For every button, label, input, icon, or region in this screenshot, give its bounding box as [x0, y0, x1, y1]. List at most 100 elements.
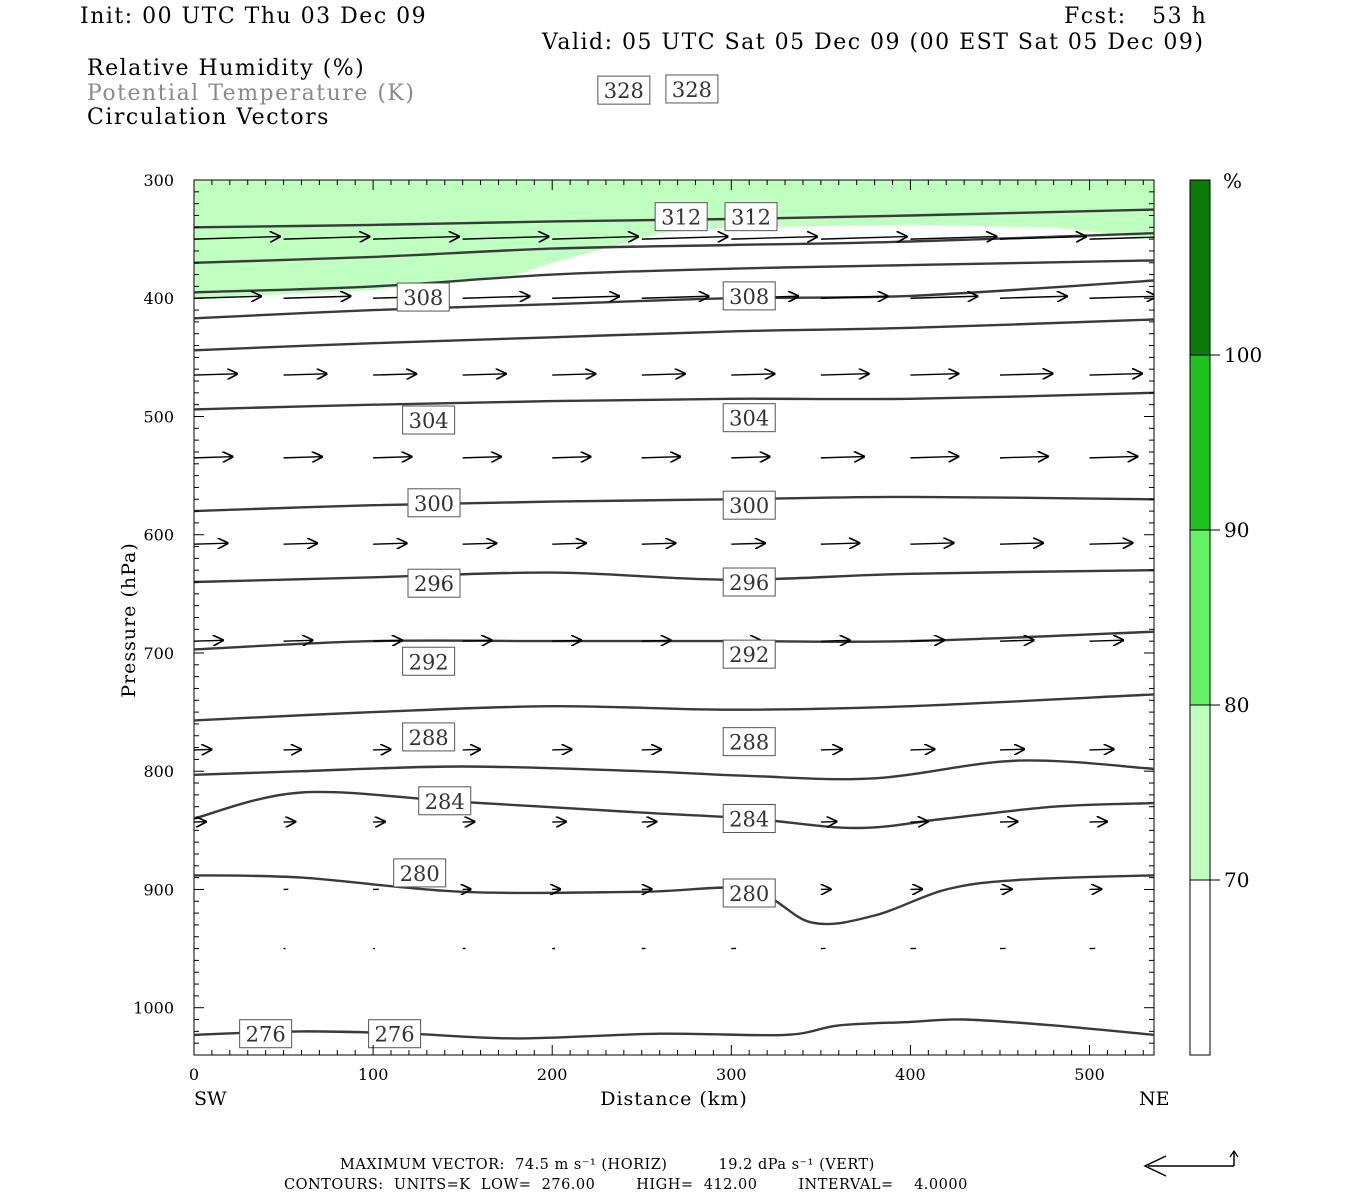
x-axis-title: Distance (km): [600, 1088, 748, 1110]
vector-535-350: [820, 457, 864, 458]
vector-400-0: [194, 296, 261, 298]
vector-400-500: [1089, 296, 1154, 298]
rh-region-0: [194, 180, 1154, 299]
contour-label-276-0: 276: [239, 1019, 293, 1049]
vector-690-200: [552, 640, 581, 641]
vector-608-500: [1089, 543, 1133, 544]
contour-label-300-1: 300: [722, 490, 776, 520]
theta-contour-312: [194, 318, 1154, 352]
y-tick-1000: 1000: [133, 999, 174, 1018]
rh-shading-layer: [194, 180, 1154, 299]
max-vector-note: MAXIMUM VECTOR: 74.5 m s⁻¹ (HORIZ) 19.2 …: [340, 1157, 875, 1173]
contour-label-284-1: 284: [722, 804, 776, 834]
contour-label-288-0: 288: [402, 722, 456, 752]
svg-text:284: 284: [729, 808, 769, 832]
contour-label-328-0: 328: [597, 75, 651, 105]
vector-782-100: [373, 749, 390, 750]
svg-text:292: 292: [409, 650, 449, 674]
vector-465-200: [552, 374, 595, 375]
vector-350-300: [731, 237, 817, 240]
colorbar-segment-0: [1189, 179, 1211, 356]
colorbar-label-80: 80: [1224, 693, 1249, 717]
vector-535-200: [552, 457, 590, 458]
vector-465-250: [641, 374, 685, 375]
vector-690-350: [820, 640, 850, 641]
vector-782-500: [1089, 749, 1114, 750]
vector-782-350: [820, 749, 842, 750]
forecast-hour: Fcst: 53 h: [1064, 4, 1208, 29]
axes: 0 100 200 300 400 500 300 400 500 600 700 800 900 100…: [133, 171, 1154, 1084]
legend-vectors: Circulation Vectors: [87, 105, 330, 130]
vector-608-250: [641, 543, 675, 544]
theta-contours: [194, 208, 1154, 1040]
vector-400-250: [641, 296, 709, 298]
vector-350-200: [552, 237, 638, 240]
vector-465-400: [910, 374, 958, 375]
vector-690-450: [999, 640, 1033, 641]
legend-theta: Potential Temperature (K): [87, 81, 416, 106]
vector-690-100: [373, 640, 402, 641]
contour-label-296-1: 296: [722, 567, 776, 597]
vector-465-50: [283, 374, 327, 375]
vector-465-100: [373, 374, 416, 375]
svg-text:304: 304: [409, 409, 449, 433]
vector-350-0: [194, 237, 280, 240]
x-tick-300: 300: [716, 1065, 747, 1084]
vector-465-0: [194, 374, 237, 375]
vector-465-450: [999, 374, 1052, 376]
vector-690-150: [462, 640, 492, 641]
contour-label-280-1: 280: [722, 878, 776, 908]
vector-400-150: [462, 296, 530, 298]
x-tick-100: 100: [358, 1065, 389, 1084]
theta-contour-288: [194, 759, 1154, 781]
x-tick-0: 0: [189, 1065, 199, 1084]
vector-608-150: [462, 543, 496, 544]
contour-label-312-0: 312: [654, 202, 708, 232]
vector-400-350: [820, 296, 888, 298]
theta-contour-320: [194, 259, 1154, 294]
theta-contour-328: [194, 208, 1154, 229]
contour-label-292-1: 292: [722, 639, 776, 669]
vector-350-250: [641, 237, 728, 240]
vector-465-500: [1089, 374, 1142, 376]
vector-608-50: [283, 543, 317, 544]
theta-contour-304: [194, 495, 1154, 513]
contour-label-284-0: 284: [418, 786, 472, 816]
svg-text:300: 300: [414, 492, 454, 516]
colorbar-label-90: 90: [1224, 518, 1249, 542]
colorbar-segment-2: [1189, 529, 1211, 706]
vector-350-150: [462, 237, 549, 240]
vector-535-50: [283, 457, 322, 458]
colorbar: 100 90 80 70: [1189, 179, 1262, 1056]
contours-note: CONTOURS: UNITS=K LOW= 276.00 HIGH= 412.…: [284, 1177, 968, 1193]
vector-782-400: [910, 749, 934, 750]
y-tick-900: 900: [143, 880, 174, 899]
y-tick-600: 600: [143, 526, 174, 545]
vector-350-50: [283, 237, 370, 240]
svg-text:292: 292: [729, 643, 769, 667]
svg-text:276: 276: [246, 1023, 286, 1047]
vector-782-0: [194, 749, 211, 750]
contour-label-280-0: 280: [393, 858, 447, 888]
y-axis-title: Pressure (hPa): [118, 542, 140, 698]
x-tick-200: 200: [537, 1065, 568, 1084]
svg-text:280: 280: [729, 882, 769, 906]
theta-contour-276: [194, 1018, 1154, 1040]
vector-535-100: [373, 457, 411, 458]
vector-782-150: [462, 749, 480, 750]
reference-vector: [1143, 1149, 1239, 1177]
vector-400-400: [910, 296, 977, 298]
vector-608-0: [194, 543, 227, 544]
vector-535-400: [910, 456, 958, 457]
colorbar-unit: %: [1223, 169, 1242, 193]
theta-contour-292: [194, 693, 1154, 722]
y-tick-700: 700: [143, 644, 174, 663]
svg-text:296: 296: [729, 571, 769, 595]
vector-690-50: [283, 640, 313, 641]
theta-contour-280: [194, 874, 1154, 926]
vector-535-150: [462, 457, 501, 458]
theta-contour-300: [194, 569, 1154, 584]
y-tick-800: 800: [143, 762, 174, 781]
contour-label-292-0: 292: [402, 646, 456, 676]
vector-843-450: [999, 822, 1017, 823]
